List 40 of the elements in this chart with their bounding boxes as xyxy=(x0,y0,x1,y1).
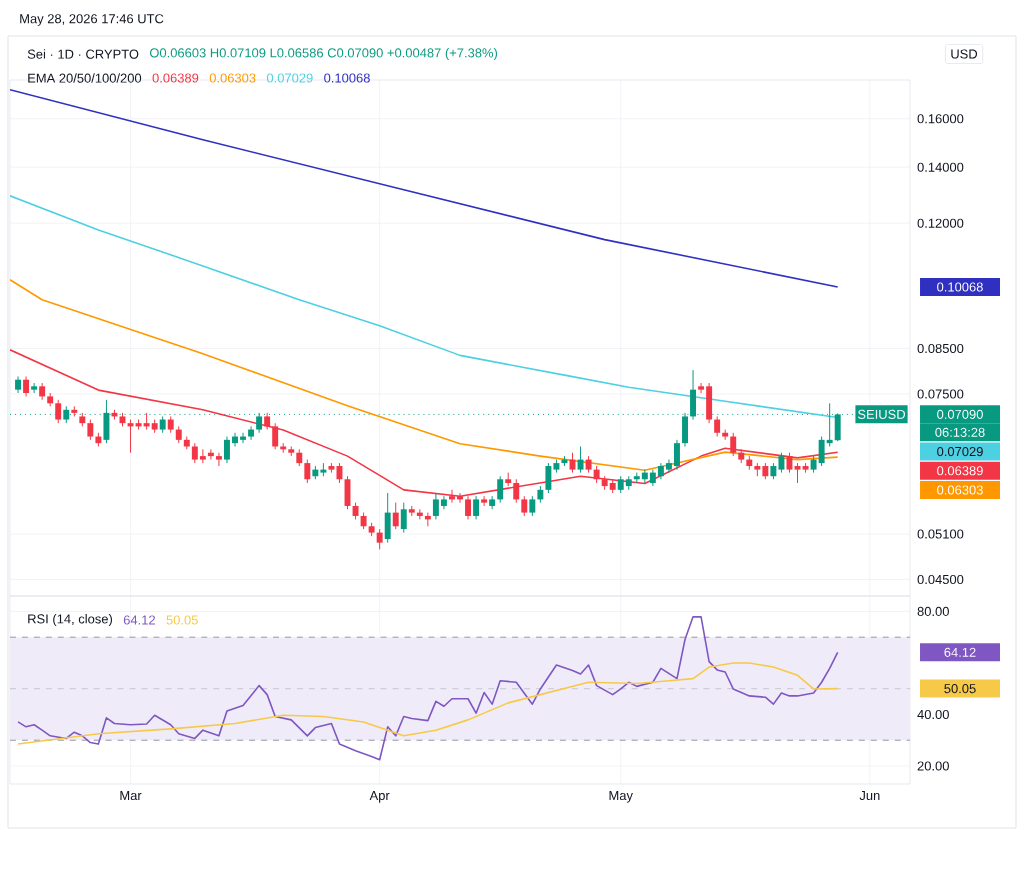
candlestick xyxy=(529,495,536,517)
candlestick xyxy=(55,399,62,424)
candlestick xyxy=(778,452,785,474)
candlestick xyxy=(376,528,383,550)
candlestick xyxy=(392,502,399,530)
candlestick xyxy=(272,422,279,450)
candlestick xyxy=(215,452,222,467)
candlestick xyxy=(497,475,504,504)
candlestick xyxy=(489,495,496,510)
candlestick xyxy=(730,432,737,457)
candlestick xyxy=(127,419,134,454)
line-series xyxy=(10,195,839,419)
candlestick xyxy=(207,448,214,461)
candlestick xyxy=(545,462,552,494)
candlestick xyxy=(384,492,391,544)
candlestick xyxy=(818,436,825,467)
candlestick xyxy=(440,495,447,510)
candlestick xyxy=(23,375,30,397)
candlestick xyxy=(87,419,94,441)
candlestick xyxy=(191,442,198,464)
candlestick xyxy=(336,462,343,484)
candlestick xyxy=(706,382,713,424)
candlestick xyxy=(31,382,38,394)
candlestick xyxy=(714,415,721,438)
candlestick xyxy=(794,462,801,484)
line-series xyxy=(10,88,839,288)
candlestick xyxy=(432,492,439,520)
candlestick xyxy=(400,502,407,534)
candlestick xyxy=(473,495,480,520)
candlestick xyxy=(674,439,680,471)
candlestick xyxy=(223,436,230,464)
line-series xyxy=(10,278,839,471)
candlestick xyxy=(424,512,431,527)
candlestick xyxy=(521,495,528,517)
candlestick xyxy=(240,432,247,444)
candlestick xyxy=(199,448,206,464)
candlestick xyxy=(304,459,311,484)
candlestick xyxy=(577,445,584,474)
line-series xyxy=(17,616,839,761)
candlestick xyxy=(248,425,255,441)
